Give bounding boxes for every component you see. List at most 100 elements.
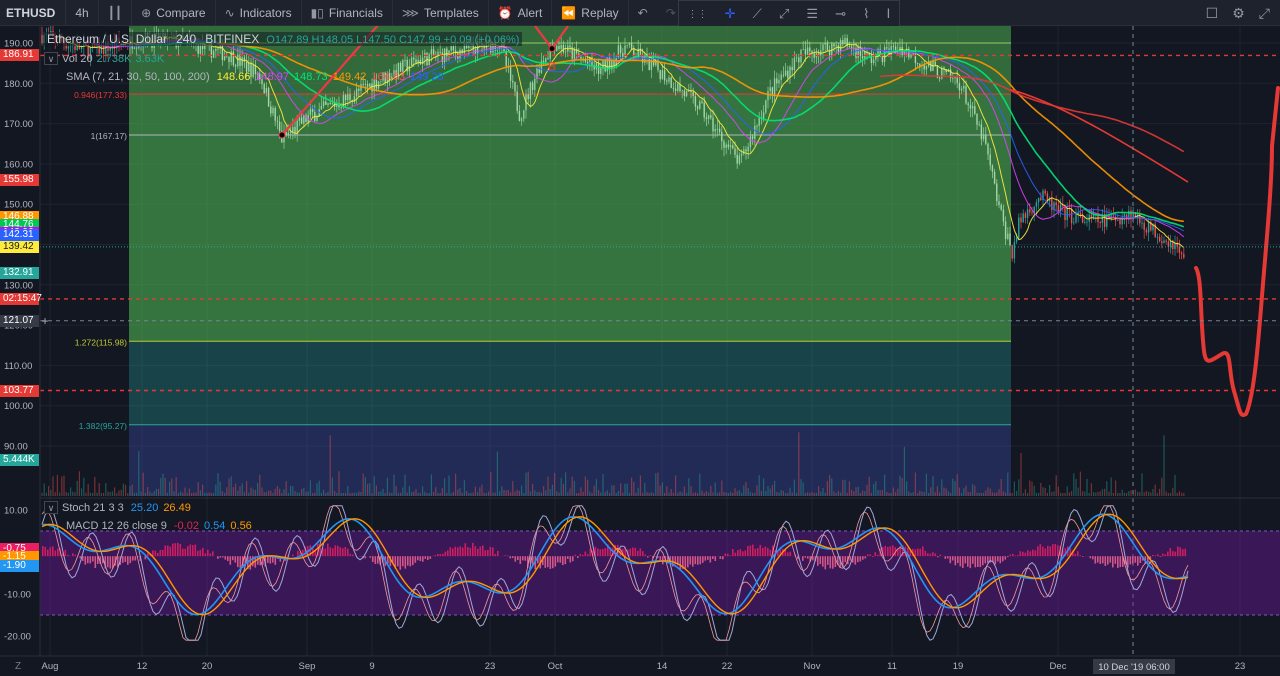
candle-body [265,87,268,94]
volume-bar [309,480,311,496]
macd-hist-bar [332,548,334,557]
candle-body [703,102,705,118]
candle-body [512,80,514,83]
volume-bar [813,492,815,496]
volume-bar [364,477,366,496]
interval-button[interactable]: 4h [66,0,99,26]
indicators-button[interactable]: ∿ Indicators [216,0,302,26]
gear-icon[interactable]: ⚙ [1232,4,1245,21]
volume-bar [565,472,567,496]
volume-bar [248,492,250,496]
candle-body [1128,210,1130,220]
symbol-search[interactable]: ETHUSD [0,0,67,26]
macd-hist-bar [1129,556,1132,565]
macd-hist-bar [427,556,429,561]
volume-bar [1033,485,1035,496]
candle-body [637,48,639,58]
volume-bar [243,492,245,496]
replay-button[interactable]: ⏪ Replay [552,0,629,26]
macd-hist-bar [122,556,124,563]
candle-body [344,95,347,101]
volume-bar [824,492,826,496]
candle-body [520,118,523,121]
candle-body [960,88,963,91]
volume-bar [749,492,751,496]
macd-hist-bar [522,556,524,561]
parallel-channel-icon[interactable]: ☰ [806,6,818,21]
text-tool-icon[interactable]: Ⅰ [886,6,891,21]
candle-body [1053,202,1055,211]
candle-body [641,55,644,63]
ray-icon[interactable]: ⤢ [778,6,790,21]
fullscreen-square-icon[interactable]: ☐ [1205,4,1219,21]
macd-hist-bar [837,556,839,565]
candle-body [303,115,305,124]
alert-button[interactable]: ⏰ Alert [489,0,553,26]
volume-bar [1143,492,1145,496]
expand-icon[interactable]: ⤢ [1258,4,1270,21]
candle-body [943,67,945,70]
candle-body [518,110,521,121]
volume-bar [569,488,571,496]
macd-hist-bar [464,543,467,557]
macd-hist-bar [397,556,399,567]
candle-body [639,48,642,56]
macd-hist-bar [712,556,714,559]
chart-style-button[interactable]: ┃┃ [99,0,133,26]
macd-hist-bar [144,556,147,560]
candle-body [1079,212,1082,216]
candle-body [956,77,958,84]
macd-hist-bar [1119,556,1122,568]
candle-body [514,82,516,92]
macd-hist-bar [154,550,157,557]
crosshair-icon[interactable]: ✛ [724,6,736,21]
macd-hist-bar [779,547,782,557]
candle-body [355,88,358,97]
candle-body [712,117,714,132]
volume-bar [1005,492,1007,496]
compare-button[interactable]: ⊕ Compare [132,0,216,26]
templates-button[interactable]: ⋙ Templates [393,0,489,26]
volume-bar [906,481,908,496]
volume-bar [1165,491,1167,496]
volume-bar [397,492,399,496]
drag-handle-icon[interactable]: ⋮⋮ [687,8,708,20]
candle-body [1055,202,1057,206]
macd-hist-bar [1072,550,1074,557]
candle-body [373,79,375,92]
candle-body [536,68,538,79]
collapse-chevron-icon[interactable]: ∨ [44,501,58,514]
candle-body [1033,206,1035,214]
trend-line-icon[interactable]: ⟋ [752,6,762,21]
volume-bar [919,490,921,496]
candle-body [1172,240,1174,250]
volume-bar [169,481,171,496]
candle-body [991,165,994,172]
macd-hist-bar [347,548,349,557]
volume-bar [626,483,628,496]
volume-bar [1139,491,1141,496]
chart-canvas[interactable]: 0.946(177.33) 1(167.17) 1.272(115.98) 1.382… [0,26,1280,676]
volume-bar [61,476,63,496]
volume-bar [549,489,551,496]
candle-body [245,61,248,72]
candle-body [1073,222,1075,224]
redo-button[interactable]: ↷ [657,0,685,26]
volume-bar [679,491,681,496]
path-icon[interactable]: ⌇ [863,6,870,21]
undo-button[interactable]: ↶ [629,0,657,26]
volume-bar [160,477,162,496]
candle-body [672,87,675,89]
horizontal-line-icon[interactable]: ⊸ [835,6,846,21]
financials-button[interactable]: ▮▯ Financials [302,0,393,26]
volume-bar [853,491,855,496]
volume-bar [1163,435,1165,496]
candle-body [509,66,512,81]
candle-body [756,125,758,127]
candle-body [628,43,631,45]
macd-hist-bar [1139,556,1142,564]
volume-bar [430,474,432,496]
volume-bar [582,491,584,496]
macd-hist-bar [52,546,54,557]
collapse-chevron-icon[interactable]: ∨ [44,52,58,65]
